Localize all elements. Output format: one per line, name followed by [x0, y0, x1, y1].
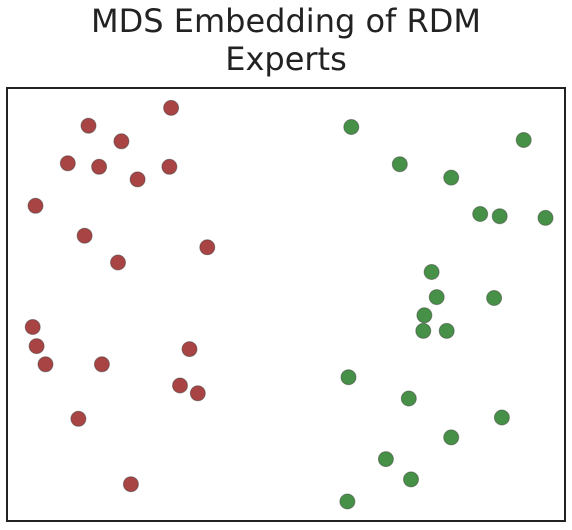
plot-area-frame: [6, 87, 566, 522]
scatter-point-s0-11: [24, 319, 41, 335]
scatter-point-s1-19: [339, 493, 356, 510]
scatter-point-s1-6: [537, 209, 554, 226]
scatter-point-s0-4: [91, 158, 108, 175]
scatter-point-s0-1: [80, 117, 97, 134]
scatter-point-s0-12: [28, 338, 45, 355]
scatter-point-s1-2: [391, 156, 408, 173]
scatter-point-s0-6: [161, 158, 178, 175]
scatter-point-s0-8: [76, 227, 93, 244]
scatter-point-s1-18: [403, 471, 419, 488]
scatter-point-s1-13: [340, 369, 357, 386]
scatter-point-s0-3: [59, 155, 76, 172]
scatter-point-s0-17: [189, 385, 206, 402]
chart-title: MDS Embedding of RDM Experts: [0, 0, 572, 78]
scatter-point-s1-1: [515, 132, 532, 148]
data-points: [24, 99, 554, 510]
scatter-point-s0-14: [93, 356, 110, 373]
scatter-point-s0-10: [110, 254, 126, 271]
chart-subtitle: Experts: [225, 40, 347, 78]
scatter-point-s0-15: [181, 341, 198, 358]
chart-title-line1: MDS Embedding of RDM: [91, 2, 481, 40]
scatter-point-s1-4: [472, 206, 489, 222]
scatter-point-s1-11: [415, 322, 432, 339]
scatter-point-s1-3: [443, 169, 460, 186]
scatter-point-s1-7: [423, 264, 440, 280]
scatter-point-s1-0: [343, 119, 360, 135]
scatter-point-s0-0: [163, 99, 180, 116]
scatter-point-s0-9: [199, 239, 216, 256]
scatter-point-s1-17: [377, 451, 394, 468]
scatter-point-s0-2: [113, 133, 130, 150]
scatter-point-s0-13: [37, 356, 54, 373]
scatter-point-s1-10: [416, 307, 433, 324]
scatter-point-s1-9: [486, 290, 503, 306]
scatter-point-s1-16: [443, 429, 460, 446]
scatter-point-s1-8: [428, 289, 445, 306]
scatter-point-s0-7: [27, 197, 44, 214]
scatter-point-s0-5: [129, 171, 146, 188]
scatter-point-s1-12: [438, 322, 455, 339]
scatter-point-s1-15: [493, 409, 510, 426]
scatter-point-s0-18: [70, 410, 87, 427]
scatter-point-s0-16: [172, 377, 188, 394]
scatter-point-s1-14: [400, 390, 417, 407]
scatter-point-s1-5: [491, 208, 508, 225]
scatter-point-s0-19: [122, 476, 139, 493]
